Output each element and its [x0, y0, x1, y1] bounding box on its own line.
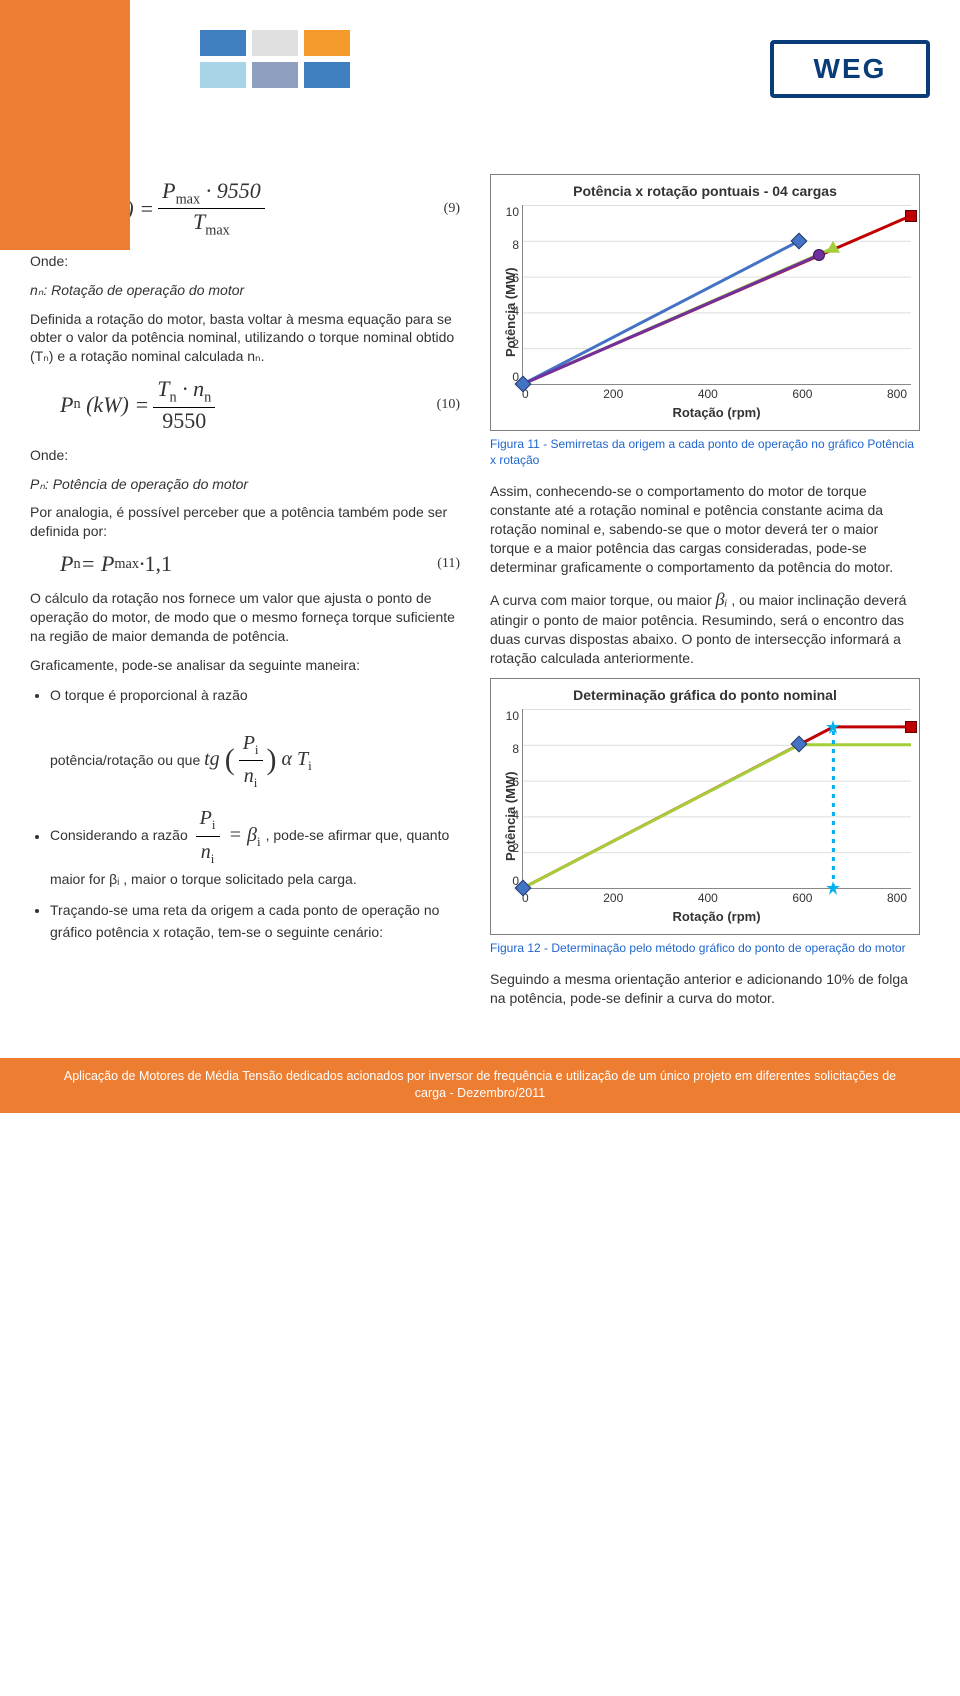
side-strip	[0, 0, 130, 250]
p-left-1: Definida a rotação do motor, basta volta…	[30, 310, 460, 367]
chart-marker	[826, 881, 840, 895]
header-tile	[200, 30, 246, 56]
chart-2-svg	[523, 709, 911, 888]
page: WEG nn (rpm) = Pmax · 9550Tmax (9) Onde:…	[0, 0, 960, 1113]
chart-marker	[905, 721, 917, 733]
figure-12-caption: Figura 12 - Determinação pelo método grá…	[490, 941, 920, 957]
onde-2: Onde:	[30, 446, 460, 465]
p-right-1: Assim, conhecendo-se o comportamento do …	[490, 482, 920, 576]
left-column: nn (rpm) = Pmax · 9550Tmax (9) Onde: nₙ:…	[30, 170, 460, 1018]
chart-marker	[826, 241, 840, 253]
header-tile	[252, 30, 298, 56]
onde-1: Onde:	[30, 252, 460, 271]
bullet-list: O torque é proporcional à razão potência…	[50, 685, 460, 944]
p-left-2: Por analogia, é possível perceber que a …	[30, 503, 460, 541]
weg-logo-svg: WEG	[790, 51, 910, 87]
pn-desc: Pₙ: Potência de operação do motor	[30, 475, 460, 494]
chart-marker	[905, 210, 917, 222]
figure-11-caption: Figura 11 - Semirretas da origem a cada …	[490, 437, 920, 468]
right-column: Potência x rotação pontuais - 04 cargas …	[490, 170, 920, 1018]
p-left-3: O cálculo da rotação nos fornece um valo…	[30, 589, 460, 646]
header-tiles	[200, 30, 350, 88]
chart-1-title: Potência x rotação pontuais - 04 cargas	[499, 183, 911, 199]
chart-marker	[826, 720, 840, 734]
header-tile	[304, 62, 350, 88]
header-tile	[200, 62, 246, 88]
nn-desc: nₙ: Rotação de operação do motor	[30, 281, 460, 300]
chart-2-xticks: 0200400600800	[522, 891, 911, 905]
p-right-2: A curva com maior torque, ou maior βᵢ , …	[490, 587, 920, 668]
chart-2-xlabel: Rotação (rpm)	[522, 909, 911, 924]
bullet-1: O torque é proporcional à razão potência…	[50, 685, 460, 794]
chart-marker	[813, 249, 825, 261]
p-left-4: Graficamente, pode-se analisar da seguin…	[30, 656, 460, 675]
chart-1-yticks: 1086420	[495, 205, 519, 384]
chart-2-yticks: 1086420	[495, 709, 519, 888]
chart-1: Potência x rotação pontuais - 04 cargas …	[490, 174, 920, 431]
eq10: Pn (kW) = Tn · nn9550 (10)	[60, 376, 460, 433]
eq10-num: (10)	[437, 397, 460, 413]
chart-1-xticks: 0200400600800	[522, 387, 911, 401]
header-tile	[304, 30, 350, 56]
eq11: Pn = Pmax · 1,1 (11)	[60, 551, 460, 577]
chart-2-title: Determinação gráfica do ponto nominal	[499, 687, 911, 703]
p-right-3: Seguindo a mesma orientação anterior e a…	[490, 970, 920, 1008]
header-tile	[252, 62, 298, 88]
chart-2: Determinação gráfica do ponto nominal Po…	[490, 678, 920, 935]
chart-2-plot: 1086420	[522, 709, 911, 889]
svg-text:WEG: WEG	[814, 53, 887, 84]
bullet-3: Traçando-se uma reta da origem a cada po…	[50, 900, 460, 943]
chart-1-svg	[523, 205, 911, 384]
content-columns: nn (rpm) = Pmax · 9550Tmax (9) Onde: nₙ:…	[0, 0, 960, 1048]
chart-1-xlabel: Rotação (rpm)	[522, 405, 911, 420]
eq9-num: (9)	[444, 201, 460, 217]
eq11-num: (11)	[437, 556, 460, 572]
bullet-2: Considerando a razão Pini = βi , pode-se…	[50, 803, 460, 890]
weg-logo: WEG	[770, 40, 930, 98]
chart-1-plot: 1086420	[522, 205, 911, 385]
footer-text: Aplicação de Motores de Média Tensão ded…	[64, 1069, 896, 1101]
footer-bar: Aplicação de Motores de Média Tensão ded…	[0, 1058, 960, 1113]
